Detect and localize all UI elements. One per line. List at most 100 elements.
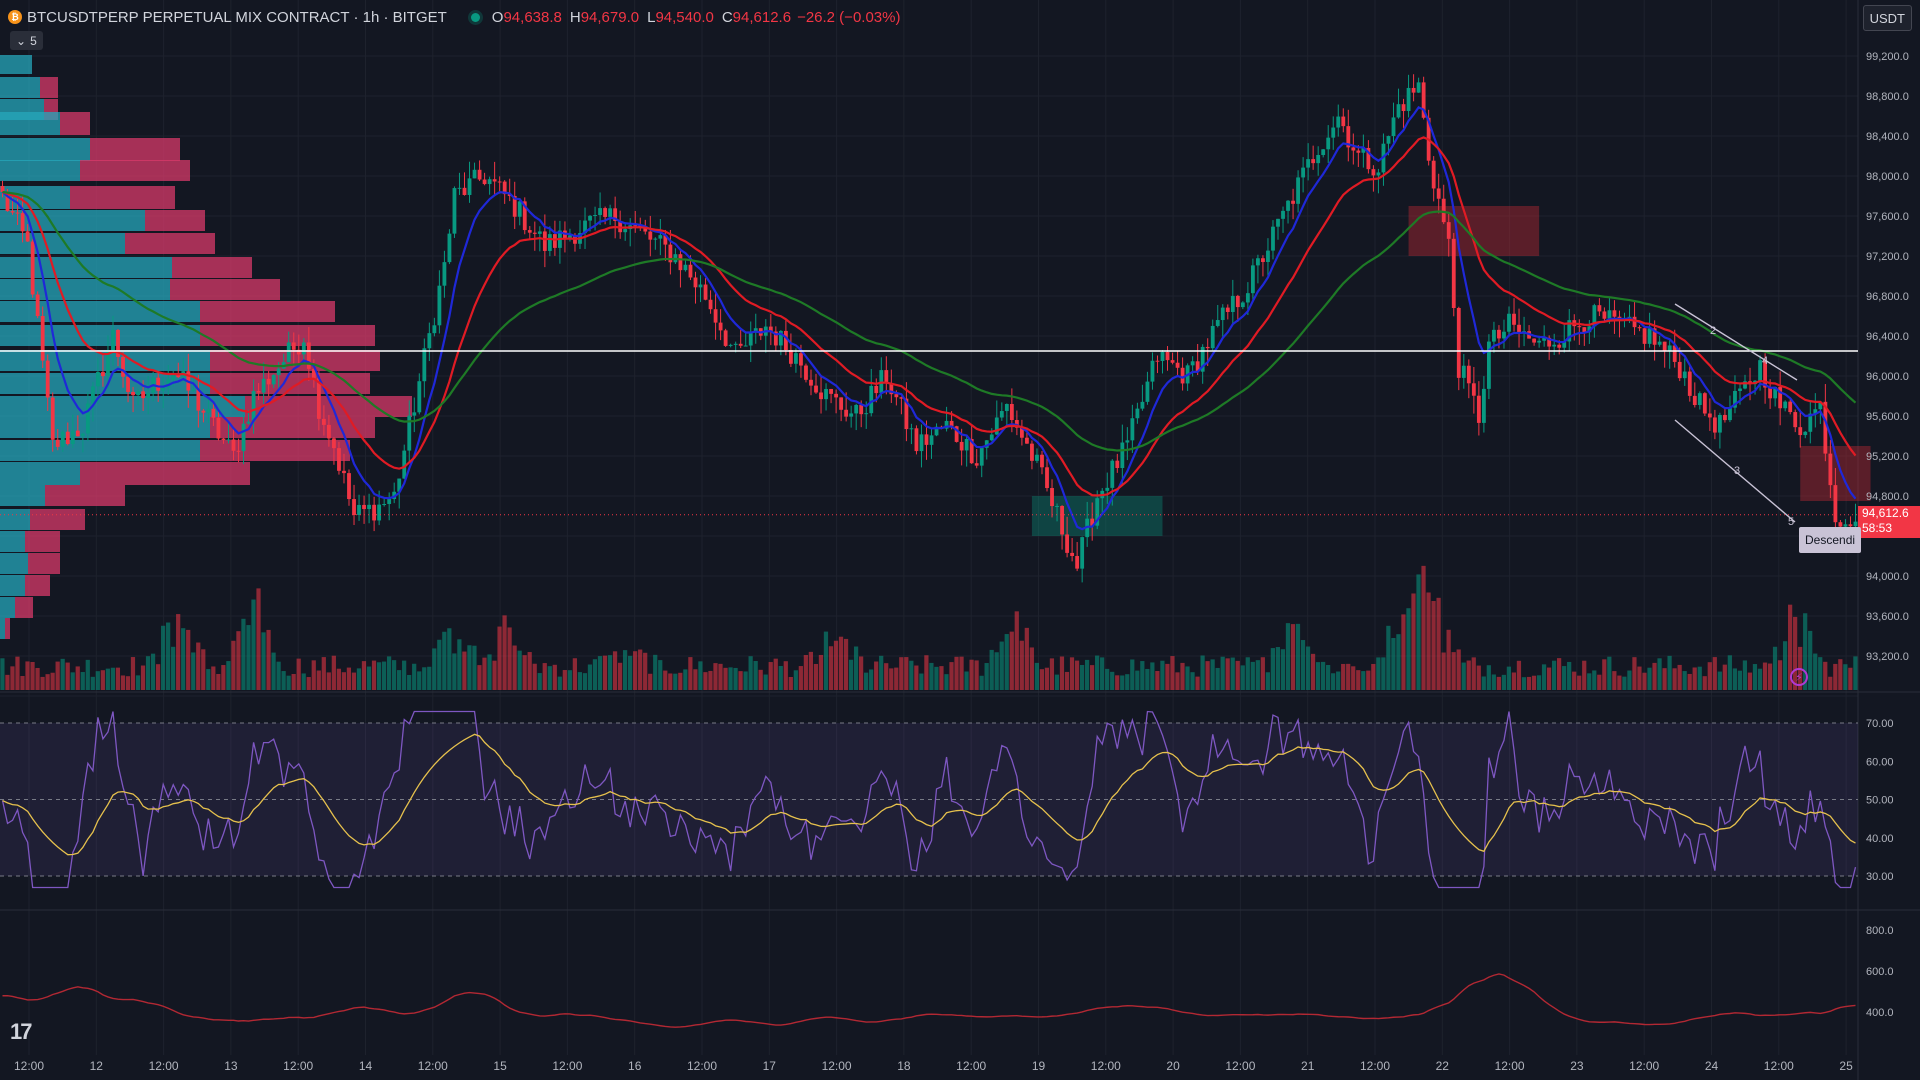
profile-row-sell <box>210 350 380 371</box>
candle-body <box>1070 552 1075 557</box>
lightning-icon[interactable]: ⚡ <box>1790 668 1808 686</box>
candle-body <box>337 448 341 471</box>
volume-bar <box>1652 662 1657 690</box>
ohlc-high-key: H <box>569 8 581 26</box>
volume-bar <box>1100 657 1105 690</box>
volume-bar <box>1361 671 1366 690</box>
volume-bar <box>1451 652 1456 690</box>
volume-bar <box>45 674 50 690</box>
candle-body <box>1090 518 1095 526</box>
time-tick: 12:00 <box>552 1059 582 1073</box>
candle-body <box>1542 337 1547 341</box>
candle-body <box>859 404 864 415</box>
candle-body <box>1346 126 1351 148</box>
candle-body <box>1286 200 1290 211</box>
volume-bar <box>1747 672 1753 690</box>
volume-bar <box>1115 675 1120 690</box>
candle-body <box>1813 409 1818 414</box>
volume-bar <box>1737 670 1743 690</box>
candle-body <box>914 428 919 452</box>
symbol-header[interactable]: ₿ BTCUSDTPERP PERPETUAL MIX CONTRACT · 1… <box>8 6 900 28</box>
candle-body <box>1793 412 1798 428</box>
candle-body <box>1331 127 1336 138</box>
ohlc-open: 94,638.8 <box>503 8 562 26</box>
volume-bar <box>145 656 151 690</box>
candle-body <box>773 331 778 346</box>
time-tick: 20 <box>1166 1059 1180 1073</box>
candle-body <box>387 499 392 505</box>
candle-body <box>1165 351 1170 361</box>
ohlc-high: 94,679.0 <box>580 8 640 26</box>
volume-bar <box>823 631 829 690</box>
currency-button[interactable]: USDT <box>1862 5 1912 31</box>
tradingview-logo[interactable]: 17 <box>10 1019 33 1044</box>
volume-bar <box>899 657 904 690</box>
candle-body <box>809 379 813 386</box>
candle-body <box>1396 104 1401 118</box>
profile-row-buy <box>0 485 45 506</box>
candle-body <box>899 397 904 399</box>
volume-bar <box>336 668 341 690</box>
candle-body <box>869 385 874 414</box>
wave-label: 5 <box>1788 516 1794 528</box>
symbol-title[interactable]: BTCUSDTPERP PERPETUAL MIX CONTRACT · 1h … <box>27 8 447 26</box>
candle-body <box>1461 365 1466 378</box>
time-tick: 24 <box>1705 1059 1719 1073</box>
volume-bar <box>1838 659 1843 690</box>
volume-bar <box>386 656 392 690</box>
volume-bar <box>597 656 603 690</box>
volume-bar <box>1732 668 1737 690</box>
candle-body <box>55 439 60 447</box>
candle-body <box>1507 313 1511 332</box>
oscillator-line <box>2 973 1856 1028</box>
candle-body <box>954 426 959 442</box>
volume-bar <box>567 670 572 690</box>
candle-body <box>15 212 20 214</box>
volume-bar <box>422 667 427 690</box>
candle-body <box>1567 320 1572 342</box>
candle-body <box>663 235 668 245</box>
indicator-collapse-button[interactable]: ⌄ 5 <box>10 31 43 50</box>
volume-bar <box>612 651 618 690</box>
volume-bar <box>1777 660 1783 690</box>
candle-body <box>733 343 738 345</box>
candle-body <box>1607 310 1612 319</box>
candle-body <box>1210 325 1215 349</box>
time-tick: 14 <box>359 1059 373 1073</box>
candle-body <box>1351 147 1356 151</box>
volume-bar <box>1848 667 1853 690</box>
candle-body <box>1788 401 1793 413</box>
candle-body <box>648 231 653 240</box>
pattern-label[interactable]: Descendi <box>1799 527 1862 553</box>
candle-body <box>1672 345 1677 362</box>
candle-body <box>231 439 236 451</box>
candle-body <box>1321 149 1326 155</box>
volume-bar <box>412 663 417 690</box>
candle-body <box>683 264 688 271</box>
candle-body <box>1577 326 1582 328</box>
candle-body <box>25 231 30 242</box>
time-tick: 16 <box>628 1059 642 1073</box>
drawn-lines[interactable]: 2 3 4 5 <box>0 303 1858 528</box>
price-tick: 97,200.0 <box>1866 251 1909 263</box>
profile-row-buy <box>0 55 32 74</box>
volume-bar <box>607 655 613 690</box>
volume-bar <box>783 661 788 690</box>
volume-bar <box>186 629 191 690</box>
volume-bar <box>1215 667 1220 690</box>
volume-bar <box>1461 662 1466 690</box>
volume-bar <box>954 656 959 690</box>
candle-body <box>1471 383 1476 396</box>
candle-body <box>1547 337 1552 347</box>
volume-bar <box>577 672 583 690</box>
candle-body <box>422 348 427 382</box>
volume-bar <box>467 645 472 690</box>
candle-body <box>342 470 346 474</box>
candle-body <box>889 383 894 395</box>
candle-body <box>1848 524 1853 527</box>
candle-body <box>1537 340 1542 343</box>
candle-body <box>778 330 783 346</box>
candle-body <box>1376 172 1381 176</box>
candle-body <box>367 504 371 510</box>
